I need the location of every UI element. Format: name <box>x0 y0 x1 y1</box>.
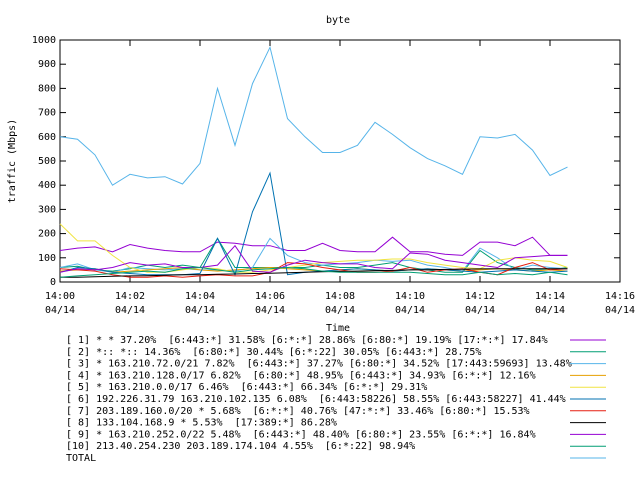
y-tick-label: 800 <box>38 83 56 94</box>
series-line <box>59 171 568 277</box>
x-tick-label: 14:14 <box>535 291 565 302</box>
x-tick-date: 04/14 <box>605 305 635 316</box>
legend-label: TOTAL <box>66 453 96 464</box>
y-tick-label: 400 <box>38 180 56 191</box>
legend-label: [ 7] 203.189.160.0/20 * 5.68% [6:*:*] 40… <box>66 406 530 417</box>
series-line <box>59 223 568 273</box>
series-line <box>59 45 568 186</box>
x-tick-date: 04/14 <box>465 305 495 316</box>
series-line <box>59 266 568 278</box>
x-axis-label: Time <box>326 323 350 334</box>
x-tick-label: 14:12 <box>465 291 495 302</box>
x-tick-date: 04/14 <box>185 305 215 316</box>
x-tick-date: 04/14 <box>395 305 425 316</box>
x-tick-label: 14:06 <box>255 291 285 302</box>
series-line <box>59 266 568 273</box>
x-tick-label: 14:10 <box>395 291 425 302</box>
series-line <box>59 236 568 256</box>
legend-label: [ 6] 192.226.31.79 163.210.102.135 6.08%… <box>66 394 566 405</box>
x-tick-label: 14:00 <box>45 291 75 302</box>
series-line <box>59 237 568 273</box>
legend-label: [ 5] * 163.210.0.0/17 6.46% [6:443:*] 66… <box>66 382 427 393</box>
legend-label: [ 3] * 163.210.72.0/21 7.82% [6:443:*] 3… <box>66 359 572 370</box>
x-tick-date: 04/14 <box>535 305 565 316</box>
x-tick-date: 04/14 <box>325 305 355 316</box>
chart-title: byte <box>326 15 350 26</box>
y-tick-label: 500 <box>38 156 56 167</box>
y-tick-label: 700 <box>38 108 56 119</box>
x-tick-date: 04/14 <box>255 305 285 316</box>
y-tick-label: 600 <box>38 132 56 143</box>
y-tick-label: 900 <box>38 59 56 70</box>
x-tick-label: 14:08 <box>325 291 355 302</box>
x-tick-label: 14:02 <box>115 291 145 302</box>
x-tick-date: 04/14 <box>115 305 145 316</box>
y-tick-label: 1000 <box>32 35 56 46</box>
legend-label: [10] 213.40.254.230 203.189.174.104 4.55… <box>66 441 415 452</box>
y-tick-label: 300 <box>38 204 56 215</box>
series-line <box>59 244 568 273</box>
series-line <box>60 268 568 278</box>
x-tick-label: 14:04 <box>185 291 215 302</box>
y-tick-label: 200 <box>38 229 56 240</box>
y-tick-label: 0 <box>50 277 56 288</box>
y-axis-label: traffic (Mbps) <box>7 119 18 203</box>
legend-label: [ 2] *:: *:: 14.36% [6:80:*] 30.44% [6:*… <box>66 347 481 358</box>
y-tick-label: 100 <box>38 253 56 264</box>
legend-label: [ 1] * * 37.20% [6:443:*] 31.58% [6:*:*]… <box>66 335 548 346</box>
legend-label: [ 9] * 163.210.252.0/22 5.48% [6:443:*] … <box>66 429 536 440</box>
legend-label: [ 4] * 163.210.128.0/17 6.82% [6:80:*] 4… <box>66 370 536 381</box>
plot-frame <box>59 39 621 283</box>
x-tick-label: 14:16 <box>605 291 635 302</box>
legend-label: [ 8] 133.104.168.9 * 5.53% [17:389:*] 86… <box>66 418 337 429</box>
x-tick-date: 04/14 <box>45 305 75 316</box>
